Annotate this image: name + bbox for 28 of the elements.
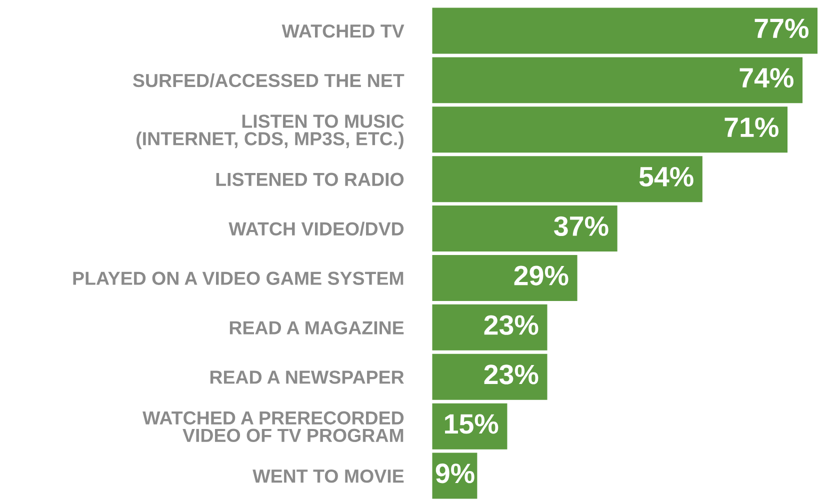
bar xyxy=(432,254,578,301)
data-label: 54% xyxy=(639,166,694,187)
data-label: 29% xyxy=(514,266,568,286)
y-tick-label: LISTENED TO RADIO xyxy=(216,172,404,186)
y-tick-label: PLAYED ON A VIDEO GAME SYSTEM xyxy=(73,272,404,285)
data-label: 77% xyxy=(754,18,808,38)
y-tick-label: READ A MAGAZINE xyxy=(230,321,404,334)
y-tick-label: WENT TO MOVIE xyxy=(252,469,404,483)
data-label: 74% xyxy=(740,68,794,88)
bar xyxy=(432,156,702,202)
y-tick-label: LISTEN TO MUSIC (INTERNET, CDS, MP3S, ETC.) xyxy=(136,114,404,150)
bar xyxy=(432,304,548,350)
data-label: 23% xyxy=(484,315,538,335)
bar xyxy=(432,106,788,153)
y-tick-label: WATCHED TV xyxy=(282,24,404,38)
y-tick-label: WATCHED A PRERECORDED VIDEO OF TV PROGRAM xyxy=(142,411,404,442)
y-tick-label: SURFED/ACCESSED THE NET xyxy=(132,73,404,88)
data-label: 71% xyxy=(724,117,778,138)
data-label: 9% xyxy=(436,464,474,484)
y-tick-label: WATCH VIDEO/DVD xyxy=(228,222,404,236)
data-label: 23% xyxy=(484,364,538,384)
bar xyxy=(432,8,818,54)
bar xyxy=(432,354,548,400)
bar xyxy=(432,57,803,104)
data-label: 15% xyxy=(445,414,498,434)
y-tick-label: READ A NEWSPAPER xyxy=(210,370,404,384)
data-label: 37% xyxy=(554,216,608,236)
bar xyxy=(432,206,618,252)
